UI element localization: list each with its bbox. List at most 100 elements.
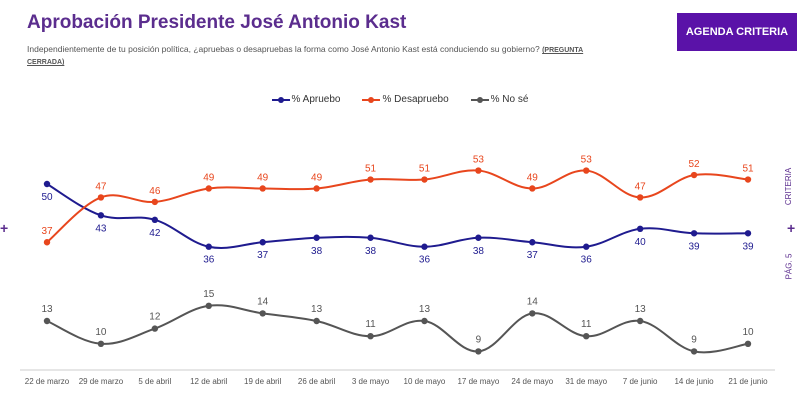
data-point-apruebo xyxy=(97,212,105,219)
legend-item-apruebo: % Apruebo xyxy=(271,94,341,105)
chart-subtitle: Independientemente de tu posición políti… xyxy=(27,44,587,68)
data-label-desapruebo: 51 xyxy=(365,164,377,175)
data-label-desapruebo: 53 xyxy=(473,155,485,166)
data-point-desapruebo xyxy=(475,167,482,174)
series-line-apruebo xyxy=(46,183,749,249)
data-point-apruebo xyxy=(529,239,536,246)
chart-legend: % Apruebo % Desapruebo % No sé xyxy=(0,94,800,105)
data-point-nose xyxy=(259,310,266,317)
data-point-desapruebo xyxy=(43,239,51,246)
data-label-desapruebo: 49 xyxy=(203,172,215,183)
agenda-criteria-badge: AGENDA CRITERIA xyxy=(677,13,797,51)
data-label-desapruebo: 52 xyxy=(689,159,701,170)
data-point-nose xyxy=(421,317,428,325)
data-point-apruebo xyxy=(690,230,698,237)
data-label-desapruebo: 49 xyxy=(311,172,323,183)
data-point-apruebo xyxy=(636,225,644,232)
data-label-desapruebo: 46 xyxy=(149,186,161,197)
data-point-nose xyxy=(690,348,698,355)
data-point-apruebo xyxy=(421,243,428,250)
data-point-apruebo xyxy=(259,239,266,246)
x-tick-label: 3 de mayo xyxy=(352,377,390,386)
data-label-apruebo: 37 xyxy=(527,250,539,261)
data-point-desapruebo xyxy=(636,194,644,201)
legend-item-nose: % No sé xyxy=(470,94,529,105)
x-tick-label: 17 de mayo xyxy=(457,377,499,386)
data-label-nose: 11 xyxy=(581,319,592,330)
data-label-apruebo: 39 xyxy=(689,241,701,252)
x-tick-label: 5 de abril xyxy=(138,377,171,386)
data-point-desapruebo xyxy=(313,185,320,192)
x-tick-label: 29 de marzo xyxy=(79,377,124,386)
data-label-nose: 9 xyxy=(476,334,482,345)
data-label-apruebo: 38 xyxy=(473,246,485,257)
data-label-nose: 14 xyxy=(257,296,269,307)
data-label-apruebo: 36 xyxy=(203,255,215,266)
data-point-nose xyxy=(313,317,320,325)
legend-item-desapruebo: % Desapruebo xyxy=(362,94,449,105)
data-label-apruebo: 36 xyxy=(581,255,593,266)
data-point-desapruebo xyxy=(583,167,590,174)
x-tick-label: 7 de junio xyxy=(623,377,658,386)
data-label-desapruebo: 51 xyxy=(742,164,754,175)
chart-title: Aprobación Presidente José Antonio Kast xyxy=(27,12,407,33)
subtitle-question: Independientemente de tu posición políti… xyxy=(27,44,540,54)
data-point-nose xyxy=(583,333,590,340)
data-label-nose: 13 xyxy=(419,304,431,315)
data-label-apruebo: 38 xyxy=(311,246,323,257)
data-label-apruebo: 42 xyxy=(149,228,161,239)
data-point-desapruebo xyxy=(205,185,212,192)
legend-label-nose: % No sé xyxy=(490,94,529,105)
data-point-desapruebo xyxy=(259,185,266,192)
x-tick-label: 22 de marzo xyxy=(25,377,70,386)
data-label-nose: 15 xyxy=(203,289,215,300)
legend-swatch-apruebo xyxy=(271,95,290,105)
data-label-nose: 10 xyxy=(742,327,754,338)
data-label-nose: 13 xyxy=(635,304,647,315)
right-plus-icon: + xyxy=(787,220,796,236)
data-label-apruebo: 37 xyxy=(257,250,269,261)
data-point-desapruebo xyxy=(97,194,105,201)
data-label-nose: 13 xyxy=(41,304,53,315)
data-label-nose: 13 xyxy=(311,304,323,315)
data-point-nose xyxy=(475,348,482,355)
x-tick-label: 10 de mayo xyxy=(404,377,446,386)
data-label-nose: 12 xyxy=(149,312,161,323)
x-tick-label: 19 de abril xyxy=(244,377,282,386)
data-point-nose xyxy=(43,317,51,325)
x-tick-label: 14 de junio xyxy=(674,377,714,386)
data-label-apruebo: 36 xyxy=(419,255,431,266)
data-label-desapruebo: 37 xyxy=(41,226,53,237)
legend-label-desapruebo: % Desapruebo xyxy=(382,94,449,105)
x-tick-label: 31 de mayo xyxy=(565,377,607,386)
data-label-apruebo: 50 xyxy=(41,192,53,203)
data-label-apruebo: 38 xyxy=(365,246,377,257)
data-point-nose xyxy=(151,325,159,332)
data-label-apruebo: 39 xyxy=(742,241,754,252)
data-point-nose xyxy=(529,310,536,317)
data-point-nose xyxy=(205,302,212,309)
data-point-desapruebo xyxy=(151,198,159,206)
data-point-apruebo xyxy=(475,234,482,241)
data-point-apruebo xyxy=(43,180,51,188)
data-point-apruebo xyxy=(583,243,590,250)
data-point-nose xyxy=(367,333,374,340)
subtitle-tag: (PREGUNTA CERRADA) xyxy=(27,47,584,66)
x-tick-label: 12 de abril xyxy=(190,377,228,386)
data-label-desapruebo: 47 xyxy=(95,181,107,192)
x-tick-label: 24 de mayo xyxy=(511,377,553,386)
x-tick-label: 26 de abril xyxy=(298,377,336,386)
data-label-nose: 14 xyxy=(527,296,539,307)
data-point-nose xyxy=(97,340,105,347)
data-point-nose xyxy=(744,340,752,347)
data-point-desapruebo xyxy=(421,176,428,183)
data-point-apruebo xyxy=(205,243,212,250)
data-label-desapruebo: 53 xyxy=(581,155,593,166)
data-point-desapruebo xyxy=(744,176,752,183)
data-label-nose: 9 xyxy=(691,334,697,345)
data-label-nose: 10 xyxy=(95,327,107,338)
data-label-apruebo: 43 xyxy=(95,223,107,234)
data-point-apruebo xyxy=(367,234,374,241)
legend-label-apruebo: % Apruebo xyxy=(291,94,341,105)
